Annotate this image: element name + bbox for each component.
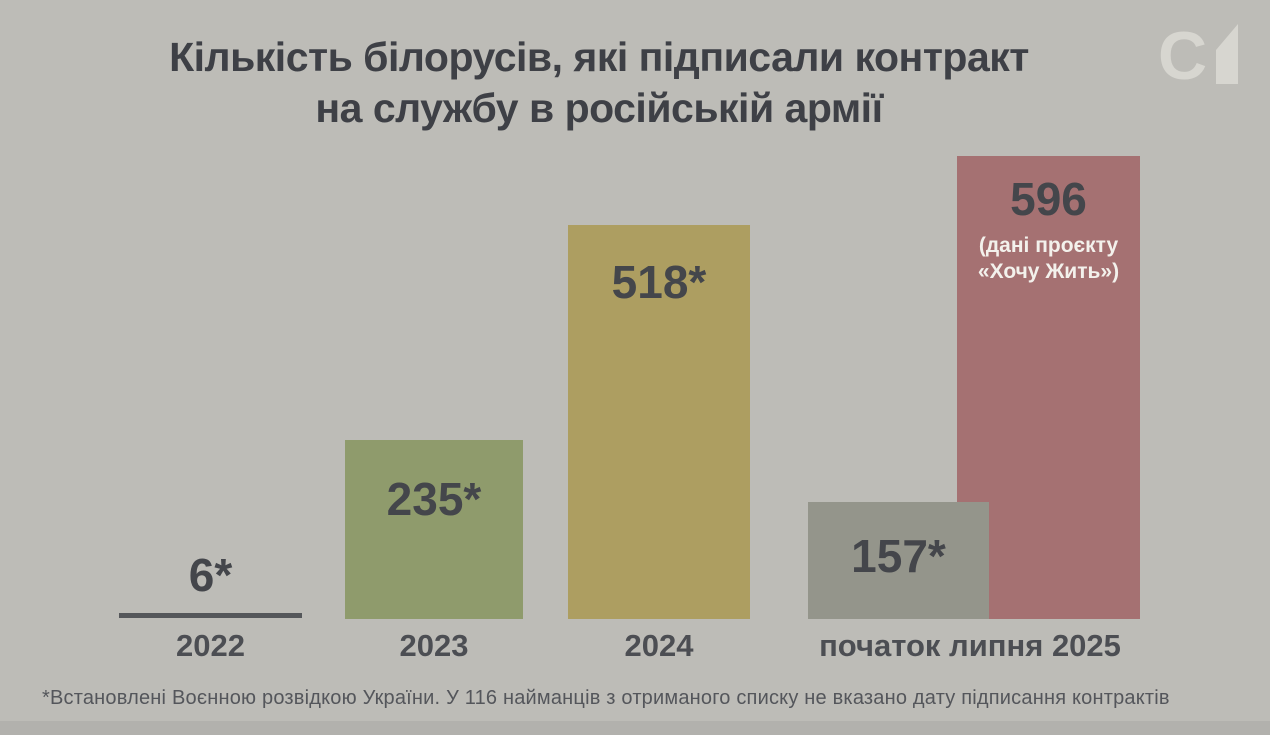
bar-value-2024: 518* [611, 256, 707, 308]
axis-label-2025: початок липня 2025 [819, 628, 1121, 663]
bar-value-2022: 6* [188, 549, 233, 601]
bar-2024: 518* [568, 225, 750, 619]
bar-value-2025-hochu-zhyt: 596 [1010, 173, 1087, 225]
ci-logo-icon: C [1160, 22, 1238, 86]
svg-text:C: C [1160, 22, 1207, 86]
bar-annotation-line2: «Хочу Жить») [977, 260, 1120, 283]
bar-2023: 235* [345, 440, 523, 619]
axis-label-2023: 2023 [399, 628, 469, 663]
axis-label-2022: 2022 [176, 628, 245, 663]
bar-2022 [119, 613, 302, 618]
chart-title-line2: на службу в російській армії [315, 85, 883, 131]
bottom-strip-divider [0, 721, 1270, 735]
bar-value-2023: 235* [386, 473, 482, 525]
bar-value-2025-gur: 157* [851, 530, 946, 582]
chart-title-line1: Кількість білорусів, які підписали контр… [169, 34, 1029, 80]
brand-logo: C [1160, 22, 1242, 86]
bar-annotation-2025: (дані проєкту «Хочу Жить») [957, 233, 1140, 285]
bar-2025-gur: 157* [808, 502, 989, 619]
chart-title: Кількість білорусів, які підписали контр… [0, 32, 1198, 134]
axis-label-2024: 2024 [624, 628, 694, 663]
footnote: *Встановлені Воєнною розвідкою України. … [42, 687, 1170, 709]
bar-annotation-line1: (дані проєкту [978, 234, 1119, 257]
